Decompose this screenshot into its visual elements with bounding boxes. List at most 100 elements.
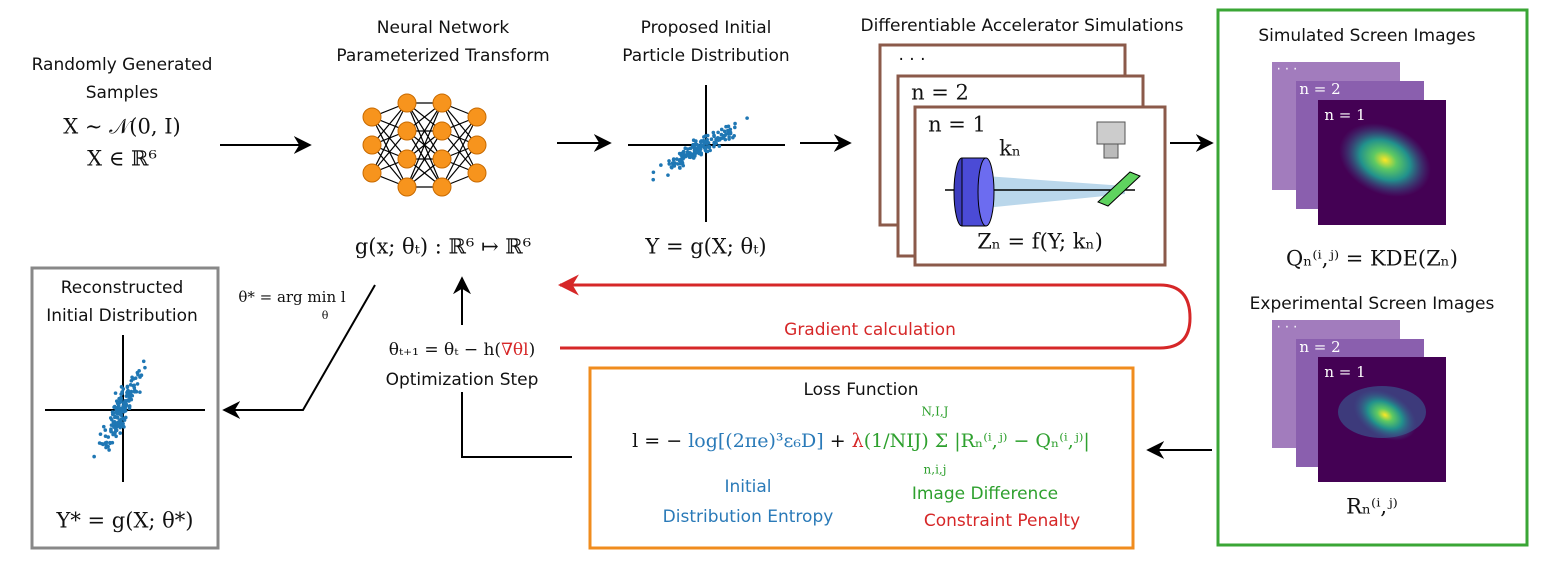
network-formula: g(x; θₜ) : ℝ⁶ ↦ ℝ⁶ (355, 235, 531, 259)
scatter-dot (692, 148, 697, 152)
frame-label: n = 1 (1324, 363, 1365, 381)
neuron (432, 93, 452, 113)
scatter-dot (119, 395, 123, 400)
scatter-dot (717, 144, 722, 148)
connection (441, 116, 478, 188)
image-stack (1272, 320, 1446, 482)
scatter-dot (726, 128, 730, 133)
scatter-dot (113, 391, 118, 395)
network-title: Parameterized Transform (336, 46, 549, 66)
proposed-title: Particle Distribution (622, 46, 789, 66)
samples-domain: X ∈ ℝ⁶ (87, 147, 157, 171)
neuron (432, 121, 452, 141)
scatter-dot (667, 162, 672, 166)
scatter-dot (107, 448, 111, 452)
scatter-dot (121, 387, 126, 391)
neuron (467, 135, 487, 155)
sum-limit: N,I,J (922, 405, 949, 419)
scatter-dot (706, 145, 710, 149)
scatter-dot (132, 390, 137, 394)
scatter-dot (676, 162, 680, 166)
scatter-dot (139, 373, 144, 378)
scatter-dot (733, 125, 737, 130)
scatter-dot (120, 391, 124, 396)
neuron (397, 177, 417, 197)
image-blob (1353, 389, 1417, 441)
neural-network-icon (362, 93, 487, 197)
reconstructed-title: Reconstructed (61, 278, 184, 298)
frame-label: n = 2 (1299, 80, 1340, 98)
simulated-formula: Qₙ⁽ⁱ,ʲ⁾ = KDE(Zₙ) (1286, 247, 1458, 271)
simulations-formula: Zₙ = f(Y; kₙ) (977, 230, 1103, 254)
scatter-dot (719, 132, 724, 137)
scatter-dot (125, 393, 130, 397)
scatter-dot (683, 146, 688, 151)
gradient-arrow (557, 274, 1192, 350)
scatter-dot (677, 165, 682, 170)
scatter-dot (109, 417, 114, 422)
scatter-dot (702, 142, 706, 146)
experimental-title: Experimental Screen Images (1250, 294, 1495, 314)
scatter-dot (109, 423, 114, 427)
connection (371, 102, 408, 174)
scatter-dot (745, 116, 749, 120)
scatter-dot (118, 412, 123, 417)
camera (1103, 143, 1119, 159)
scatter-dot (108, 440, 112, 445)
scatter-dot (135, 382, 140, 386)
sum-limit: n,i,j (924, 463, 947, 477)
neuron (362, 135, 382, 155)
scatter-dot (100, 441, 104, 446)
samples-title: Randomly Generated (32, 55, 213, 75)
frame-label: n = 2 (911, 81, 969, 105)
update-gradient: ∇θl (501, 340, 529, 360)
image-blob (1339, 123, 1431, 197)
experimental-formula: Rₙ⁽ⁱ,ʲ⁾ (1346, 495, 1398, 519)
frame-label: · · · (1277, 321, 1298, 336)
update-rule: θₜ₊₁ = θₜ − h(∇θl) (389, 340, 536, 360)
scatter-dot (111, 420, 116, 425)
scatter-dot (101, 424, 106, 429)
loss-part: + (824, 430, 852, 452)
scatter-dot (671, 157, 676, 162)
simulations-title: Differentiable Accelerator Simulations (861, 16, 1184, 36)
frame-label: n = 1 (1324, 106, 1365, 124)
scatter-dot (685, 150, 690, 155)
frame-label: n = 2 (1299, 338, 1340, 356)
reconstructed-title: Initial Distribution (46, 306, 198, 326)
image-stack (1272, 62, 1446, 225)
scatter-dot (697, 148, 702, 153)
argmin-sub: θ (322, 309, 329, 322)
scatter-dot (670, 161, 675, 165)
proposed-title: Proposed Initial (641, 18, 772, 38)
reconstructed-formula: Y* = g(X; θ*) (56, 509, 194, 533)
scatter-dot (733, 121, 737, 126)
scatter-dot (692, 156, 696, 160)
neuron (432, 177, 452, 197)
scatter-dot (104, 443, 109, 448)
scatter-dot (115, 415, 120, 420)
neuron (397, 121, 417, 141)
scatter-dot (693, 152, 697, 156)
samples-title: Samples (86, 83, 159, 103)
difference-label: Image Difference (912, 484, 1058, 504)
scatter-dot (694, 139, 698, 143)
samples-distribution: X ∼ 𝒩(0, I) (63, 115, 180, 139)
scatter-dot (731, 135, 735, 140)
loss-formula: l = − log[(2πe)³ε₆D] + λ(1/NIJ) Σ |Rₙ⁽ⁱ,… (632, 430, 1090, 452)
scatter-dot (127, 399, 131, 403)
arrow (222, 284, 376, 419)
scatter-dot (659, 163, 663, 167)
images-box (1216, 8, 1529, 547)
neuron (362, 107, 382, 127)
connection (406, 130, 443, 188)
simulated-title: Simulated Screen Images (1258, 26, 1475, 46)
loss-box (588, 366, 1135, 550)
scatter-dot (719, 127, 724, 132)
scatter-dot (728, 130, 733, 135)
scatter-dot (122, 409, 126, 414)
scatter-dot (104, 440, 109, 445)
frame-label: · · · (898, 50, 925, 70)
scatter-dot (118, 431, 123, 435)
